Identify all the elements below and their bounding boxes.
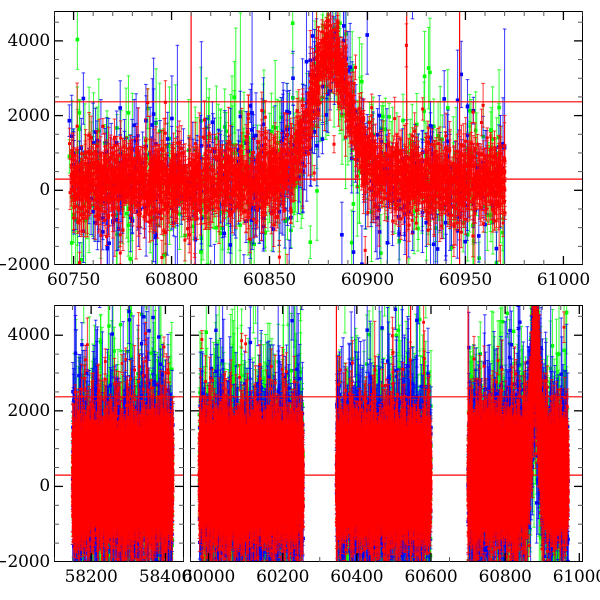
bottom-panel-ytick-label: 4000 <box>8 325 50 345</box>
bottom-panel-segment-1 <box>54 305 184 562</box>
top-panel-frame <box>54 11 583 265</box>
top-panel-xtick-label: 60750 <box>47 270 100 290</box>
bottom-panel-xtick-label: 60800 <box>479 567 532 587</box>
top-panel-xtick-label: 60900 <box>341 270 394 290</box>
bottom-panel-ytick-label: 0 <box>39 476 50 496</box>
bottom-panel-xtick-label: 60200 <box>256 567 309 587</box>
top-panel-xtick-label: 61000 <box>537 270 590 290</box>
bottom-panel-xtick-label: 61000 <box>553 567 600 587</box>
bottom-panel-xtick-label: 60600 <box>404 567 457 587</box>
top-panel <box>54 11 583 265</box>
bottom-panel-xtick-label: 60000 <box>182 567 235 587</box>
bottom-panel-segment-2 <box>190 305 583 562</box>
bottom-segment-2-frame <box>190 305 583 562</box>
bottom-panel-xtick-label: 60400 <box>330 567 383 587</box>
bottom-panel-xtick-label: 58200 <box>65 567 118 587</box>
top-panel-ytick-label: 2000 <box>8 106 50 126</box>
bottom-segment-1-frame <box>54 305 184 562</box>
bottom-panel-ytick-label: 2000 <box>8 401 50 421</box>
top-panel-xtick-label: 60800 <box>145 270 198 290</box>
top-panel-ytick-label: 4000 <box>8 31 50 51</box>
top-panel-xtick-label: 60850 <box>243 270 296 290</box>
top-panel-xtick-label: 60950 <box>439 270 492 290</box>
top-panel-ytick-label: −2000 <box>0 255 50 275</box>
bottom-panel-ytick-label: −2000 <box>0 552 50 572</box>
top-panel-ytick-label: 0 <box>39 180 50 200</box>
